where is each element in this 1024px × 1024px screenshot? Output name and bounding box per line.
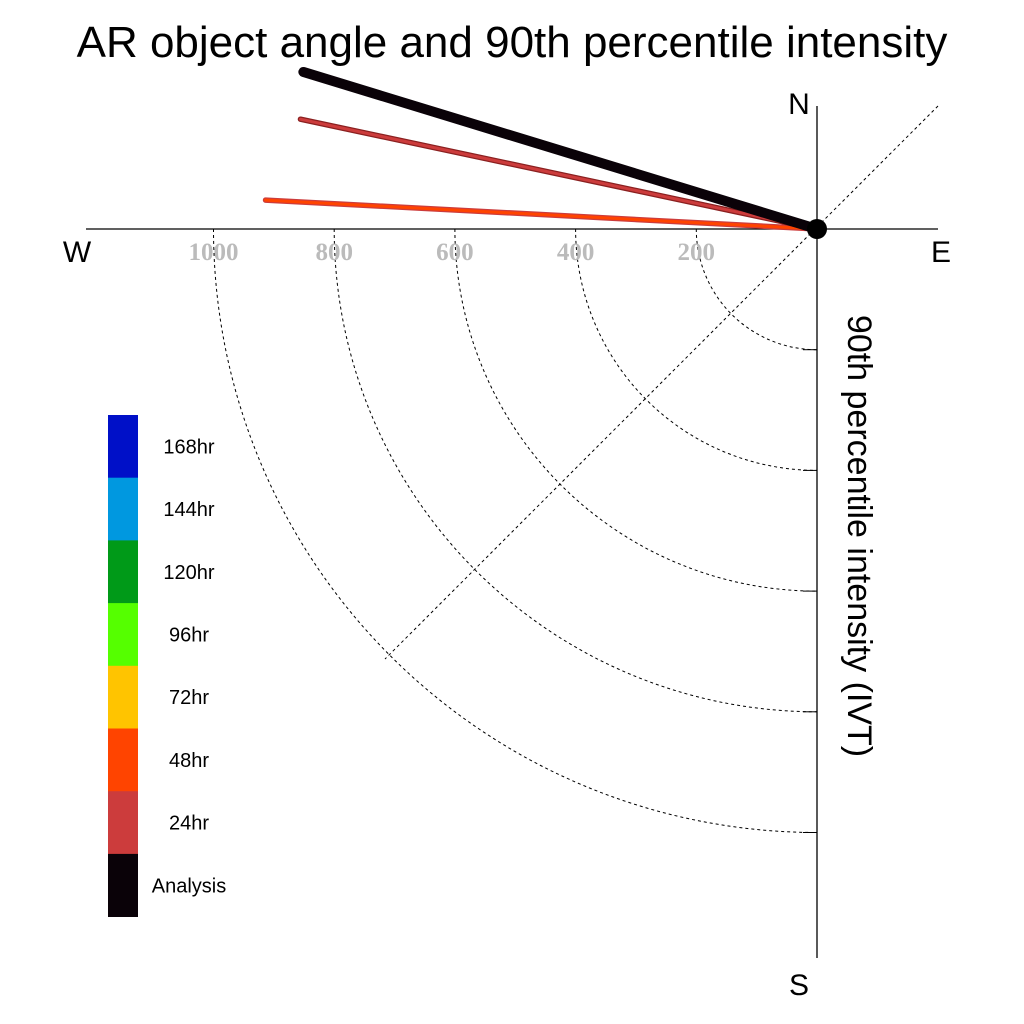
chart-title: AR object angle and 90th percentile inte…	[77, 18, 948, 67]
compass-west-label: W	[63, 236, 92, 269]
legend-label-120hr: 120hr	[163, 562, 214, 584]
legend-label-24hr: 24hr	[169, 813, 209, 835]
legend-swatch-48hr	[108, 728, 138, 792]
legend: 168hr 144hr 120hr 96hr 72hr 48hr 24hr Analysis	[108, 415, 226, 917]
legend-swatch-168hr	[108, 415, 138, 479]
legend-swatch-72hr	[108, 665, 138, 729]
radial-tick-label-800: 800	[315, 239, 353, 266]
radial-tick-label-400: 400	[557, 239, 595, 266]
legend-swatch-analysis	[108, 853, 138, 917]
radial-axis-label: 90th percentile intensity (IVT)	[840, 315, 878, 757]
legend-label-72hr: 72hr	[169, 687, 209, 709]
legend-swatch-144hr	[108, 477, 138, 541]
legend-label-144hr: 144hr	[163, 499, 214, 521]
radial-tick-label-200: 200	[678, 239, 716, 266]
compass-south-label: S	[789, 969, 809, 1002]
grid-ring-800	[333, 228, 818, 713]
diagonal-guide-line	[384, 105, 939, 660]
origin-marker	[807, 219, 827, 239]
vector-48hr	[264, 198, 819, 231]
grid-ring-400	[575, 228, 818, 471]
legend-swatch-96hr	[108, 603, 138, 667]
compass-north-label: N	[788, 88, 810, 121]
radial-tick-label-600: 600	[436, 239, 474, 266]
vector-24hr	[298, 117, 819, 231]
grid-ring-1000	[213, 228, 818, 833]
legend-label-analysis: Analysis	[152, 875, 226, 897]
radial-tick-labels: 200 400 600 800 1000	[189, 239, 716, 266]
polar-grid	[213, 228, 818, 833]
vector-analysis	[298, 66, 822, 234]
legend-label-96hr: 96hr	[169, 624, 209, 646]
radial-tick-label-1000: 1000	[189, 239, 239, 266]
legend-label-168hr: 168hr	[163, 436, 214, 458]
vector-series	[262, 66, 822, 234]
compass-east-label: E	[931, 236, 951, 269]
grid-ring-200	[695, 228, 818, 351]
legend-swatch-24hr	[108, 791, 138, 855]
grid-ring-600	[454, 228, 818, 592]
legend-label-48hr: 48hr	[169, 750, 209, 772]
legend-swatch-120hr	[108, 540, 138, 604]
